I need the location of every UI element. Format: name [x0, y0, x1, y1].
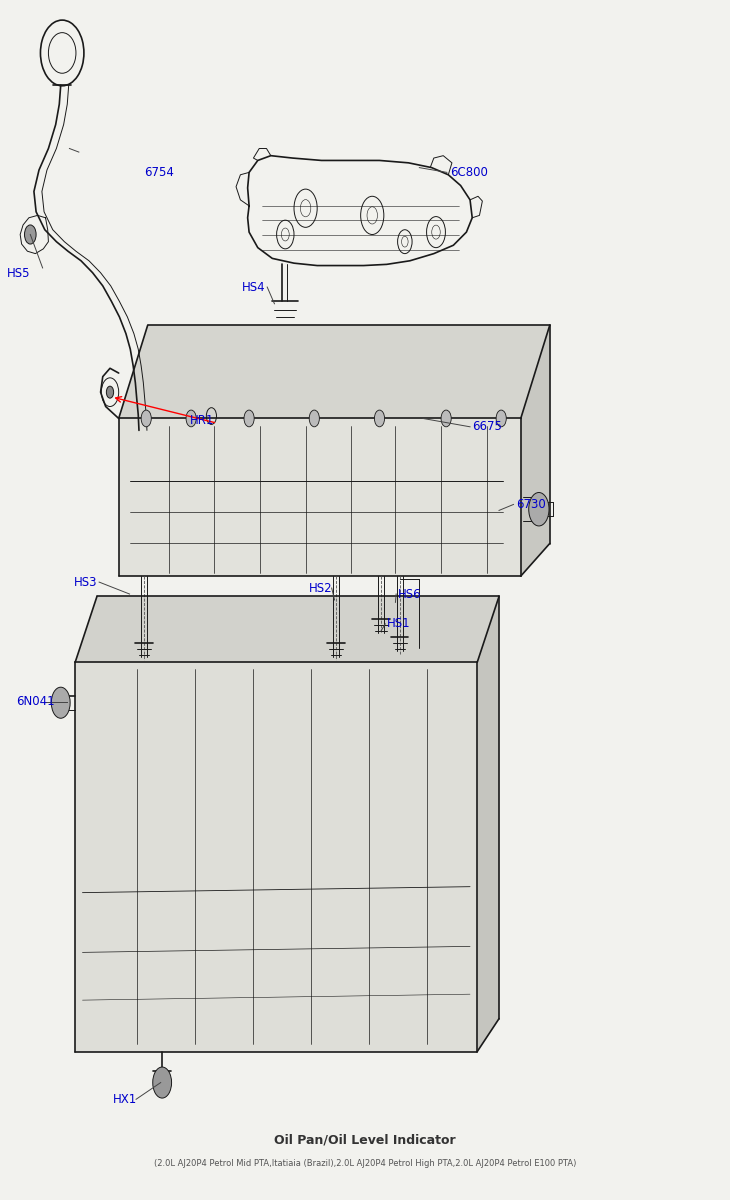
- Circle shape: [374, 410, 385, 427]
- Text: 6C800: 6C800: [450, 166, 488, 179]
- Circle shape: [25, 224, 36, 244]
- Text: 6730: 6730: [515, 498, 545, 511]
- Circle shape: [186, 410, 196, 427]
- Text: HS5: HS5: [7, 268, 30, 281]
- Text: HS4: HS4: [242, 281, 266, 294]
- Text: schnitt: schnitt: [166, 496, 447, 574]
- Text: HS2: HS2: [309, 582, 332, 594]
- Polygon shape: [75, 596, 499, 662]
- Circle shape: [244, 410, 254, 427]
- Text: 6675: 6675: [472, 420, 502, 433]
- Circle shape: [310, 410, 319, 427]
- Polygon shape: [119, 419, 520, 576]
- Polygon shape: [75, 662, 477, 1051]
- Text: (2.0L AJ20P4 Petrol Mid PTA,Itatiaia (Brazil),2.0L AJ20P4 Petrol High PTA,2.0L A: (2.0L AJ20P4 Petrol Mid PTA,Itatiaia (Br…: [154, 1159, 576, 1169]
- Text: HS1: HS1: [387, 617, 410, 630]
- Circle shape: [51, 688, 70, 719]
- Text: 6754: 6754: [144, 166, 174, 179]
- Polygon shape: [477, 596, 499, 1051]
- Polygon shape: [520, 325, 550, 576]
- Text: HS3: HS3: [74, 576, 97, 588]
- Circle shape: [529, 492, 549, 526]
- Text: HX1: HX1: [113, 1093, 137, 1105]
- Circle shape: [107, 386, 114, 398]
- Circle shape: [441, 410, 451, 427]
- Polygon shape: [119, 325, 550, 419]
- Circle shape: [496, 410, 507, 427]
- Text: HS6: HS6: [398, 588, 421, 600]
- Circle shape: [153, 1067, 172, 1098]
- Text: Oil Pan/Oil Level Indicator: Oil Pan/Oil Level Indicator: [274, 1133, 456, 1146]
- Text: HR1: HR1: [190, 414, 214, 427]
- Text: c a t: c a t: [162, 613, 223, 640]
- Text: 6N041: 6N041: [16, 695, 55, 708]
- Circle shape: [141, 410, 151, 427]
